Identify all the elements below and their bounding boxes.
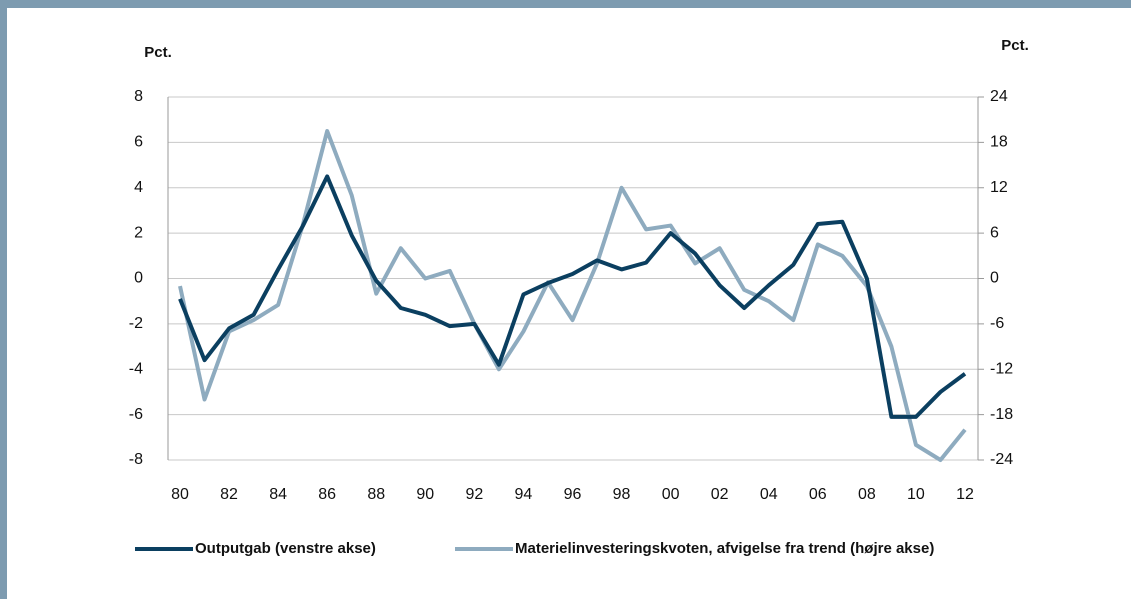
x-tick-label: 02	[711, 486, 729, 503]
y-tick-label: -4	[129, 360, 143, 377]
y-tick-label: 0	[134, 270, 143, 287]
x-tick-label: 92	[465, 486, 483, 503]
x-tick-label: 00	[662, 486, 680, 503]
x-tick-label: 86	[318, 486, 336, 503]
y-axis-label: Pct.	[144, 44, 172, 61]
y-tick-label: -6	[129, 406, 143, 423]
series-line	[178, 174, 967, 419]
y2-tick-label: 12	[990, 179, 1008, 196]
y2-axis-label: Pct.	[1001, 37, 1029, 54]
y2-tick-label: -6	[990, 315, 1004, 332]
header-bar	[0, 0, 1131, 8]
y2-tick-label: -24	[990, 451, 1013, 468]
y2-tick-label: -12	[990, 360, 1013, 377]
x-tick-label: 96	[564, 486, 582, 503]
x-tick-label: 08	[858, 486, 876, 503]
y2-tick-label: 18	[990, 134, 1008, 151]
y-tick-label: 4	[134, 179, 143, 196]
x-tick-label: 12	[956, 486, 974, 503]
legend-label: Outputgab (venstre akse)	[195, 540, 376, 557]
y-tick-label: -8	[129, 451, 143, 468]
y-tick-label: 6	[134, 134, 143, 151]
y2-tick-label: 6	[990, 224, 999, 241]
y-tick-label: 2	[134, 224, 143, 241]
x-tick-label: 90	[416, 486, 434, 503]
series-line	[178, 129, 967, 462]
x-tick-label: 82	[220, 486, 238, 503]
y2-tick-label: 0	[990, 270, 999, 287]
y2-tick-label: 24	[990, 88, 1008, 105]
x-tick-label: 98	[613, 486, 631, 503]
x-tick-label: 84	[269, 486, 287, 503]
y-tick-label: -2	[129, 315, 143, 332]
x-tick-label: 10	[907, 486, 925, 503]
x-tick-label: 88	[367, 486, 385, 503]
y-tick-label: 8	[134, 88, 143, 105]
x-tick-label: 06	[809, 486, 827, 503]
x-tick-label: 04	[760, 486, 778, 503]
x-tick-label: 94	[515, 486, 533, 503]
legend-label: Materielinvesteringskvoten, afvigelse fr…	[515, 540, 934, 557]
y2-tick-label: -18	[990, 406, 1013, 423]
left-border	[0, 0, 7, 599]
x-tick-label: 80	[171, 486, 189, 503]
